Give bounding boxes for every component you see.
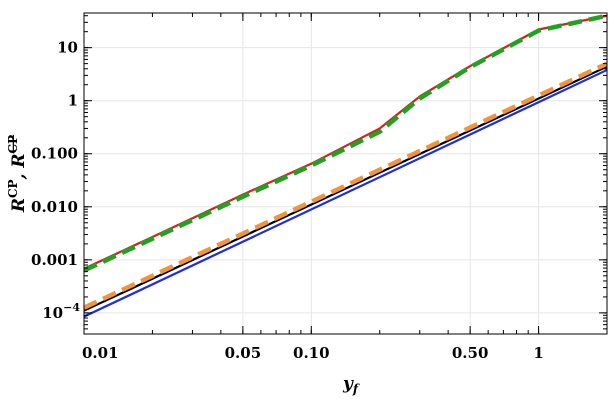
y-axis-title-cp-struck: CP	[6, 135, 20, 154]
y-tick-label: 1	[68, 92, 78, 110]
x-axis-title: yf	[342, 374, 360, 396]
x-tick-label: 0.05	[225, 344, 262, 362]
plot-frame	[83, 12, 608, 335]
x-tick-label: 0.01	[82, 344, 119, 362]
series-line-2	[84, 13, 607, 273]
series-group	[84, 13, 607, 318]
x-tick-label: 0.50	[452, 344, 489, 362]
series-line-1	[84, 14, 607, 270]
x-tick-label: 0.10	[293, 344, 330, 362]
y-axis-title-sep: ,	[9, 168, 29, 181]
x-axis-title-main: y	[342, 374, 354, 394]
y-axis-title-r2: R	[9, 153, 29, 168]
y-axis-title-r: R	[9, 198, 29, 213]
y-tick-label: 0.100	[31, 145, 78, 163]
series-line-5	[84, 68, 607, 318]
y-tick-label: 0.010	[31, 198, 78, 216]
tick-marks	[83, 13, 608, 335]
grid-lines	[83, 13, 607, 334]
y-axis-title-cp: CP	[6, 179, 20, 198]
y-tick-label: 10−4	[42, 301, 80, 322]
series-line-4	[84, 61, 607, 310]
y-axis-title: RCP, RCP	[6, 135, 29, 213]
y-tick-label: 0.001	[31, 251, 78, 269]
series-line-3	[84, 65, 607, 312]
tick-labels: 0.01 0.05 0.10 0.50 1 10−4 0.001 0.010 0.100 1 10	[31, 39, 544, 362]
x-tick-label: 1	[533, 344, 543, 362]
x-axis-title-sub: f	[352, 382, 360, 396]
y-tick-label: 10	[57, 39, 78, 57]
